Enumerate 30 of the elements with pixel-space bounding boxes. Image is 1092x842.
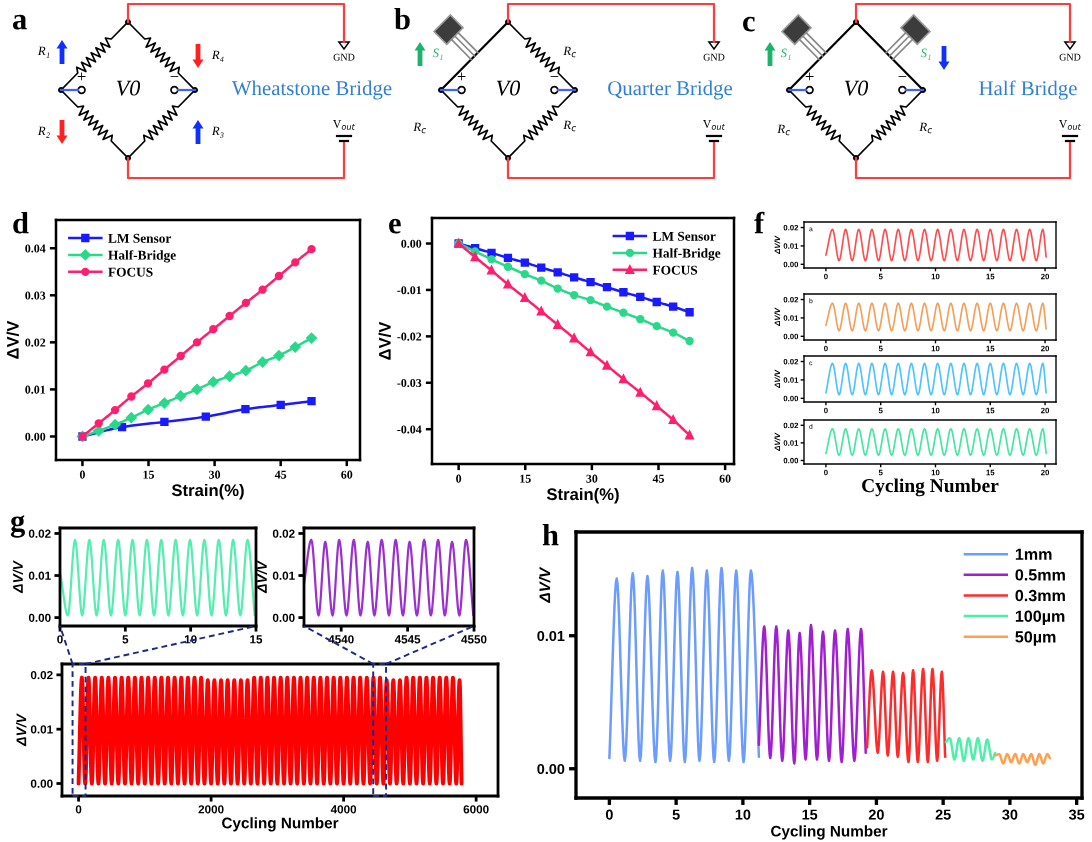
text: Quarter Bridge xyxy=(608,80,733,100)
text: a xyxy=(12,14,27,30)
text: Wheatstone Bridge xyxy=(231,80,392,100)
text: f xyxy=(754,211,765,234)
legend-label: 0.3mm xyxy=(1015,589,1065,602)
text: + xyxy=(805,72,814,81)
text: V0 xyxy=(116,80,141,96)
text: − xyxy=(898,76,907,77)
y-axis-title: ΔV/V xyxy=(378,321,391,360)
text: c xyxy=(743,16,755,32)
legend-label: 100µm xyxy=(1015,610,1065,626)
text: V0 xyxy=(844,80,869,96)
text: b xyxy=(394,8,410,30)
legend-label: 1mm xyxy=(1015,548,1052,560)
text: + xyxy=(77,72,86,81)
text: − xyxy=(170,76,179,77)
text: + xyxy=(457,72,466,81)
text: Half Bridge xyxy=(979,80,1077,100)
legend-label: 0.5mm xyxy=(1015,569,1065,581)
text: d xyxy=(13,212,29,234)
legend-label: 50µm xyxy=(1015,631,1056,646)
y-axis-title: ΔV/V xyxy=(6,320,19,359)
text: e xyxy=(389,218,401,234)
x-axis-title: Strain(%) xyxy=(546,487,619,504)
text: V0 xyxy=(496,80,521,96)
x-axis-title: Strain(%) xyxy=(171,483,244,500)
x-axis-title: Cycling Number xyxy=(862,478,999,497)
text: h xyxy=(542,524,559,546)
text: − xyxy=(550,76,559,77)
text: g xyxy=(10,515,25,538)
